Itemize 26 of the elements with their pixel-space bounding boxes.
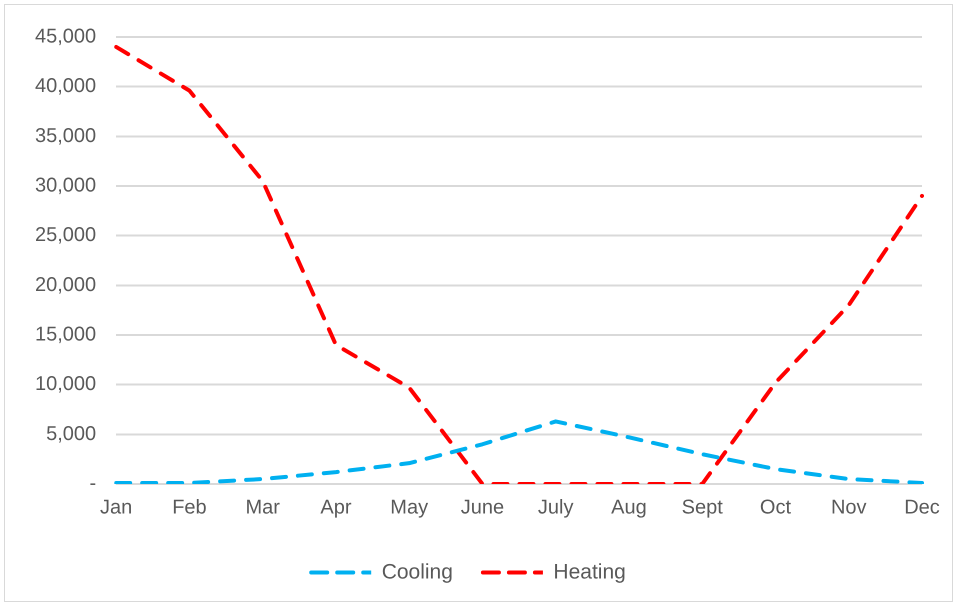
y-tick-label: 25,000 <box>35 224 96 246</box>
y-tick-label: - <box>90 472 96 495</box>
x-tick-label: Oct <box>760 496 792 519</box>
x-tick-label: Sept <box>682 496 724 519</box>
x-tick-label: Apr <box>320 496 352 519</box>
y-tick-label: 30,000 <box>35 174 96 197</box>
y-tick-label: 35,000 <box>35 124 96 147</box>
y-tick-label: 20,000 <box>35 274 96 296</box>
y-tick-label: 5,000 <box>46 422 96 445</box>
y-tick-label: 45,000 <box>35 26 96 48</box>
x-tick-label: Mar <box>245 496 280 519</box>
x-tick-label: June <box>460 496 504 519</box>
x-tick-label: Feb <box>172 496 207 519</box>
y-tick-label: 15,000 <box>35 324 96 346</box>
y-tick-label: 40,000 <box>35 75 96 98</box>
x-tick-label: May <box>390 496 428 519</box>
x-tick-label: Aug <box>611 496 647 519</box>
y-tick-label: 10,000 <box>35 373 96 396</box>
line-series <box>114 419 924 484</box>
x-tick-label: Dec <box>904 496 940 519</box>
line-series <box>114 44 924 484</box>
x-tick-label: July <box>538 496 574 519</box>
legend-label: Heating <box>553 560 626 584</box>
x-tick-label: Jan <box>100 496 132 519</box>
legend-label: Cooling <box>382 560 453 584</box>
x-tick-label: Nov <box>830 496 867 519</box>
